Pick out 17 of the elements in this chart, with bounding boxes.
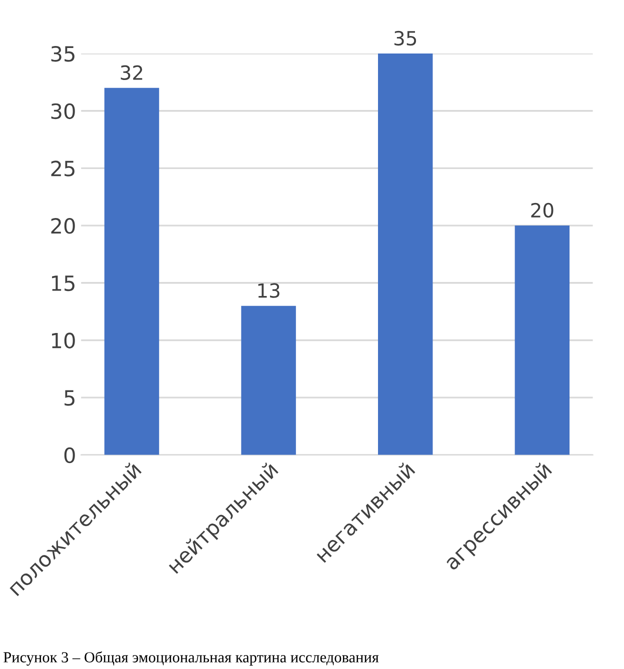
y-tick-label: 5 [64,390,74,406]
y-tick-label: 35 [51,46,74,62]
bar [104,88,160,455]
y-tick-label: 15 [52,276,74,292]
y-tick-label: 10 [52,332,75,348]
data-label: 32 [120,65,142,80]
data-label: 13 [258,283,280,298]
bar [378,54,433,455]
y-tick-label: 0 [64,447,75,464]
y-tick-label: 30 [51,103,75,120]
y-tick-label: 25 [51,160,74,176]
y-tick-label: 20 [51,218,75,234]
text: Рисунок 3 – Общая эмоциональная картина исследования [4,651,379,666]
data-label: 35 [394,30,416,46]
data-label: 20 [531,202,554,218]
bar [514,226,570,455]
bar [241,306,296,455]
